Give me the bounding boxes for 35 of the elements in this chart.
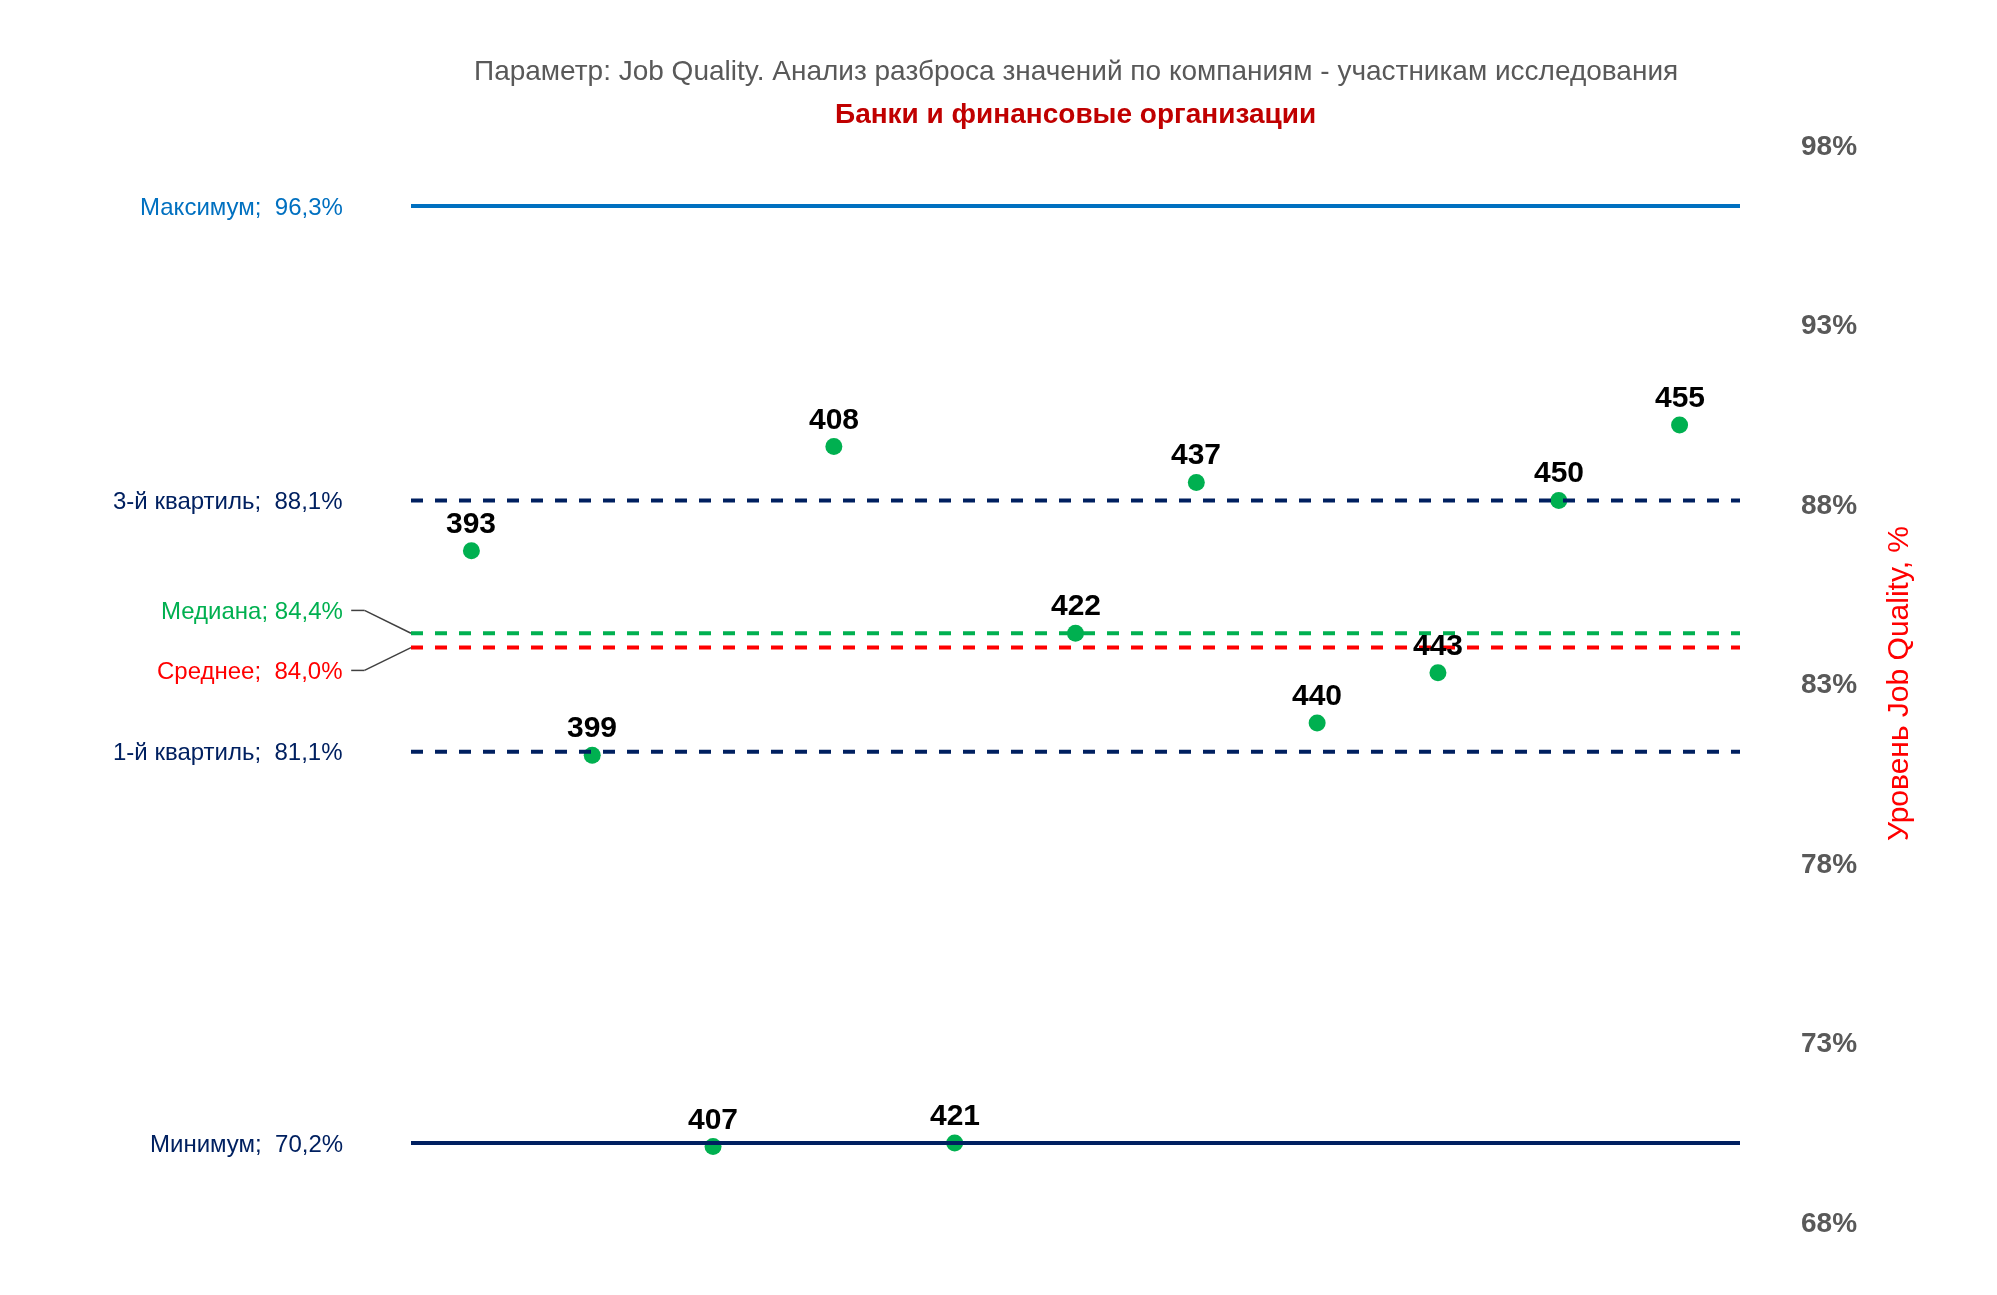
- ref-line-label: 3-й квартиль; 88,1%: [113, 487, 343, 514]
- ref-line-label: 1-й квартиль; 81,1%: [113, 738, 343, 765]
- point: [1308, 714, 1326, 732]
- annotation: 455: [1655, 380, 1706, 413]
- annotation: 440: [1292, 678, 1343, 711]
- point: [1429, 664, 1447, 682]
- ref-line-label: Среднее; 84,0%: [157, 657, 343, 684]
- chart-subtitle: Банки и финансовые организации: [835, 98, 1317, 129]
- y-tick-label: 88%: [1801, 488, 1858, 520]
- point: [462, 542, 480, 560]
- chart-title: Параметр: Job Quality. Анализ разброса значений по компаниям - участникам исследования: [474, 55, 1679, 86]
- y-tick-label: 83%: [1801, 668, 1858, 700]
- y-tick-label: 93%: [1801, 309, 1858, 341]
- point: [1550, 491, 1568, 509]
- annotation: 443: [1413, 628, 1464, 661]
- point: [1671, 416, 1689, 434]
- y-tick-label: 73%: [1801, 1027, 1858, 1059]
- y-tick-label: 68%: [1801, 1206, 1858, 1238]
- y-tick-label: 98%: [1801, 129, 1858, 161]
- annotation: 393: [446, 506, 497, 539]
- annotation: 422: [1051, 588, 1102, 621]
- annotation: 407: [688, 1102, 739, 1135]
- annotation: 450: [1534, 455, 1585, 488]
- y-tick-label: 78%: [1801, 847, 1858, 879]
- point: [1187, 473, 1205, 491]
- point: [825, 438, 843, 456]
- annotation: 399: [567, 710, 618, 743]
- annotation: 437: [1171, 437, 1222, 470]
- ref-line-label: Медиана; 84,4%: [161, 597, 343, 624]
- ref-line-label: Максимум; 96,3%: [140, 193, 343, 220]
- annotation: 421: [930, 1098, 981, 1131]
- annotation: 408: [809, 402, 860, 435]
- point: [1067, 624, 1084, 642]
- y-axis-title: Уровень Job Quality, %: [1880, 525, 1914, 842]
- ref-line-label: Минимум; 70,2%: [150, 1130, 344, 1157]
